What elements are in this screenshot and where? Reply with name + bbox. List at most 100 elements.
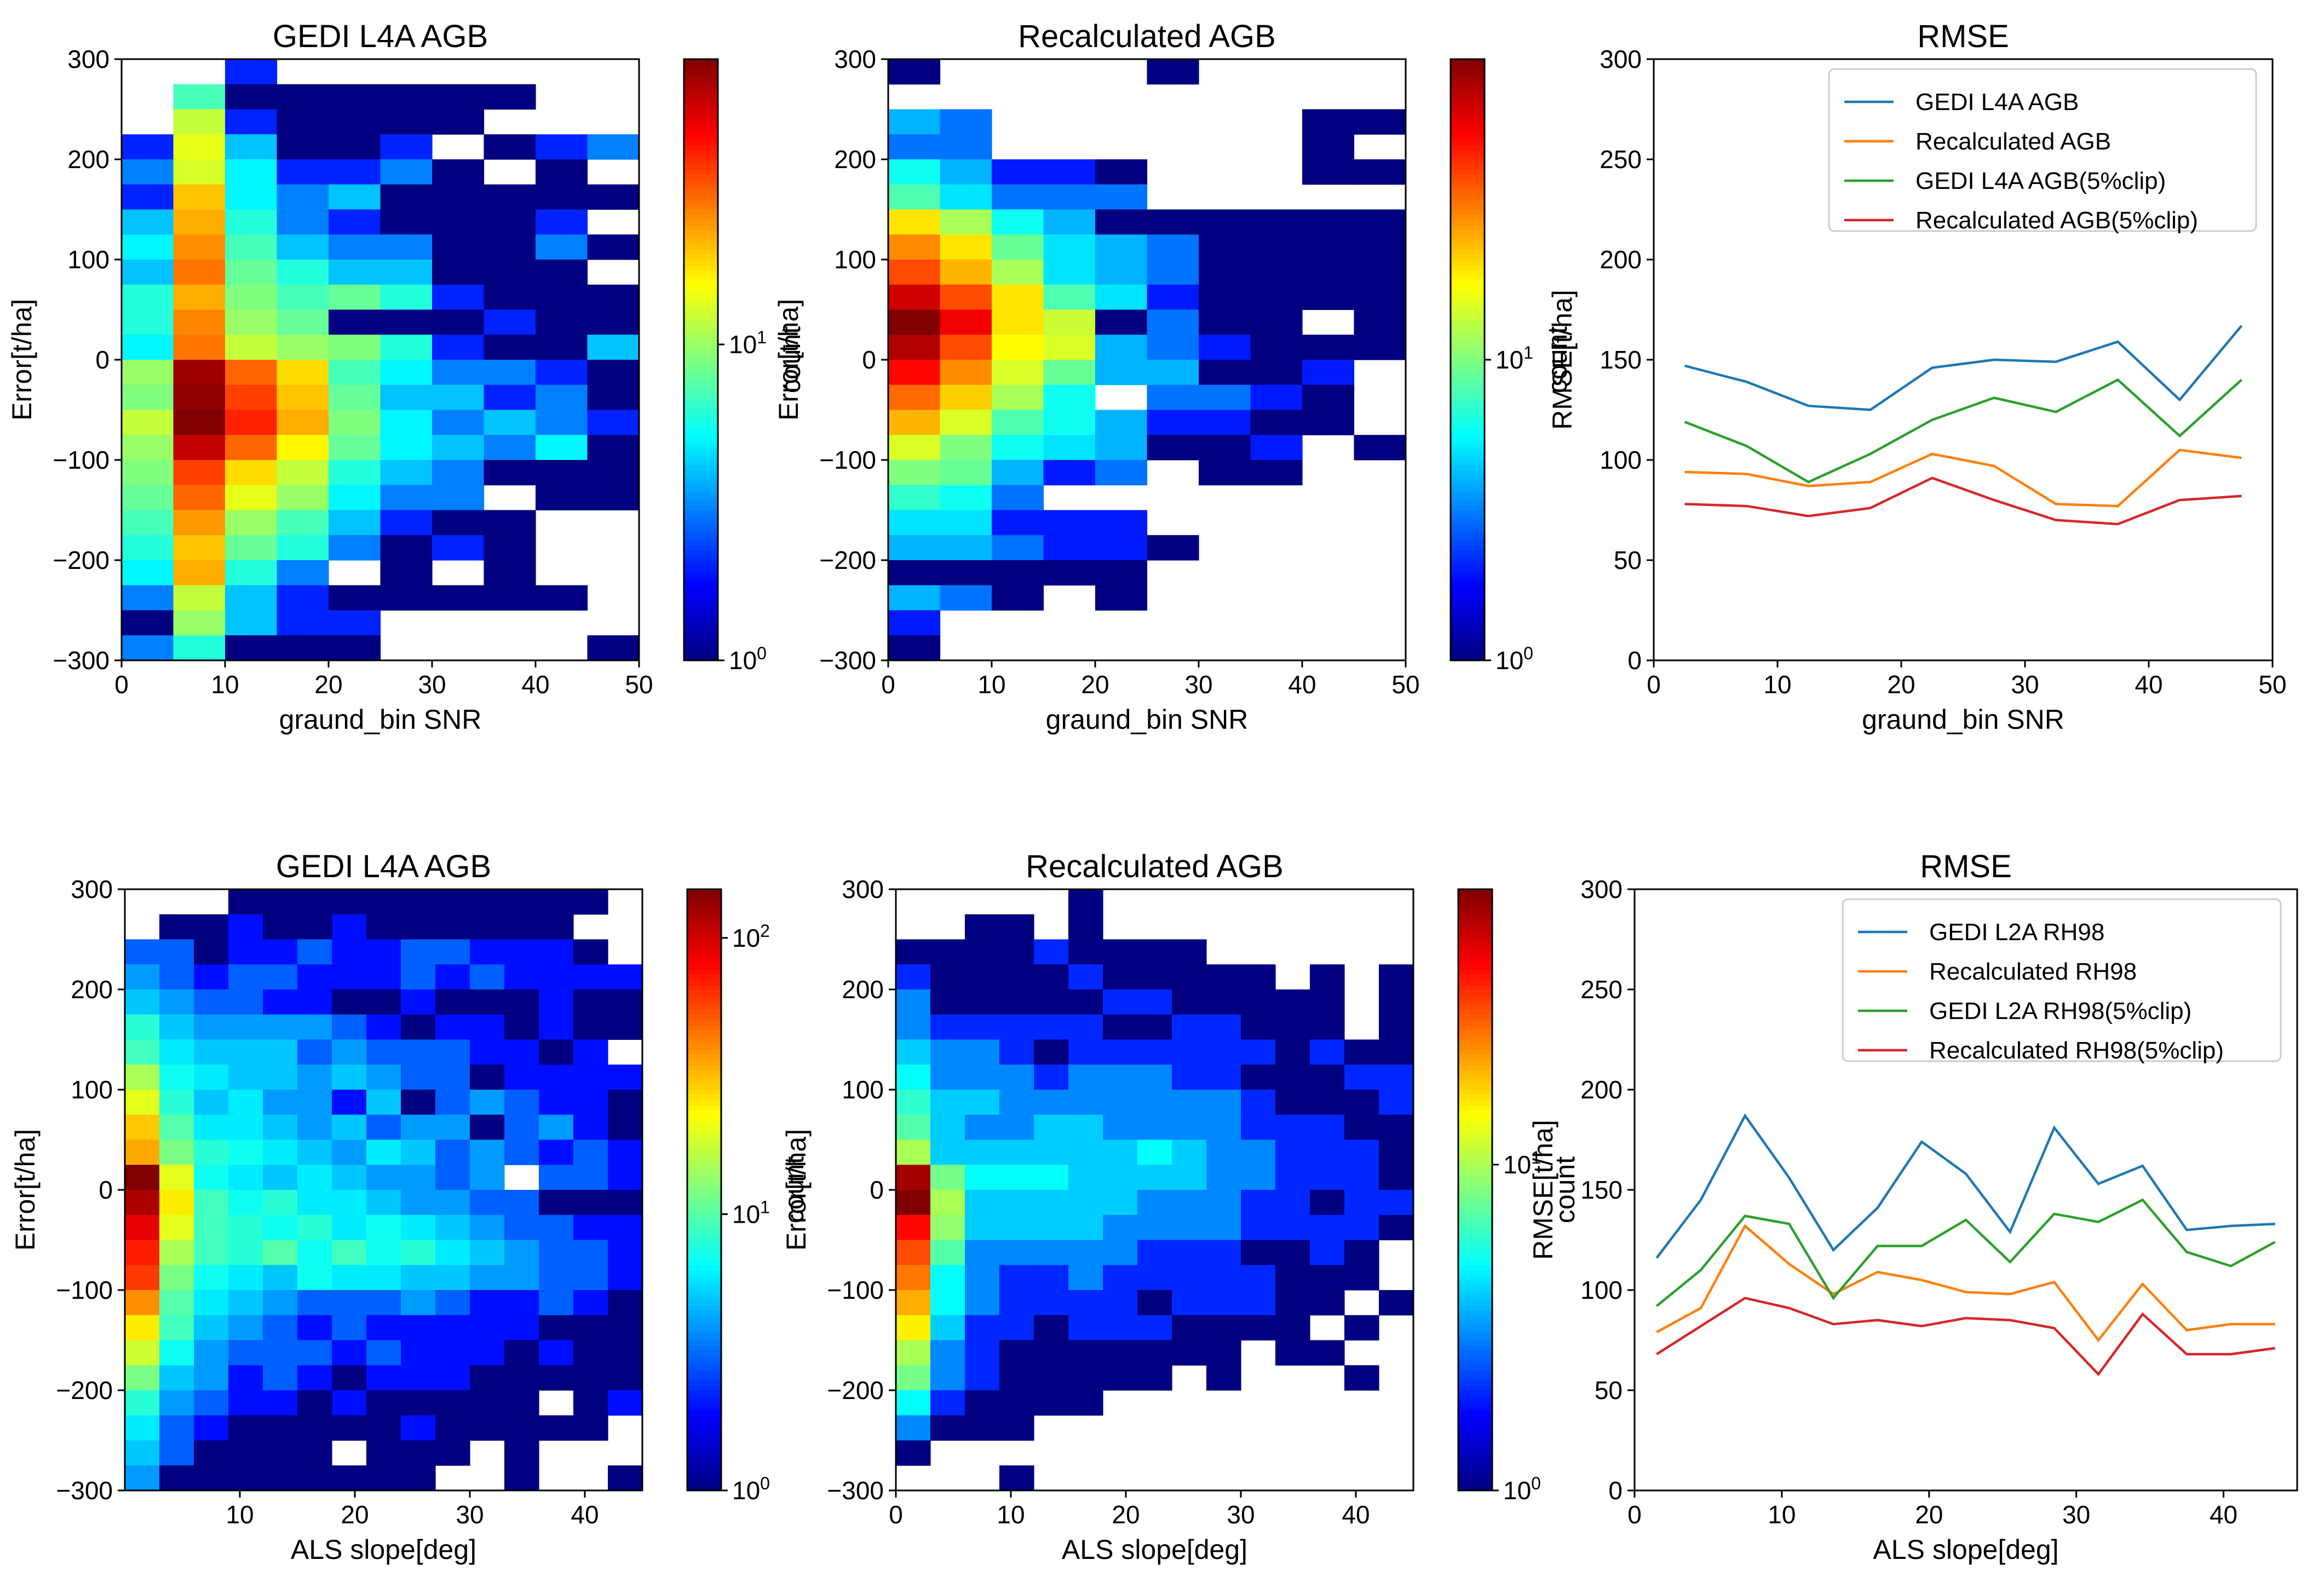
colorbar-segment — [687, 1049, 721, 1055]
heatmap-cell — [225, 309, 278, 335]
tick-label-exponent: 0 — [1523, 643, 1533, 663]
heatmap-cell — [1199, 234, 1251, 260]
heatmap-cell — [173, 134, 226, 160]
heatmap-cell — [225, 510, 278, 536]
series-line-4 — [1656, 1297, 2276, 1377]
colorbar-segment — [684, 610, 718, 616]
heatmap-cell — [1137, 1290, 1172, 1316]
heatmap-cell — [999, 914, 1034, 940]
heatmap-cell — [277, 510, 329, 536]
heatmap-cell — [888, 410, 941, 435]
heatmap-cell — [125, 1315, 160, 1341]
heatmap-cell — [608, 1114, 643, 1141]
colorbar-frame — [686, 888, 722, 1492]
heatmap-cell — [194, 989, 229, 1015]
heatmap-cell — [225, 435, 278, 460]
heatmap-cell — [401, 1064, 436, 1090]
heatmap-cell — [1199, 460, 1251, 486]
heatmap-cell — [930, 1290, 965, 1316]
colorbar-segment — [1451, 590, 1485, 596]
colorbar-segment — [1451, 475, 1485, 481]
heatmap-cell — [888, 134, 941, 160]
heatmap-cell — [297, 1064, 332, 1090]
colorbar-segment — [687, 1214, 721, 1221]
colorbar-segment — [687, 1024, 721, 1030]
heatmap-cell — [573, 1064, 608, 1090]
heatmap-cell — [999, 1240, 1034, 1265]
colorbar-segment — [684, 354, 718, 360]
heatmap-cell — [332, 1039, 367, 1065]
colorbar-segment — [687, 1360, 721, 1366]
colorbar-segment — [687, 1425, 721, 1431]
heatmap-cell — [432, 510, 485, 536]
heatmap-cell — [366, 1090, 401, 1115]
legend-label: Recalculated RH98 — [1929, 958, 2137, 985]
heatmap-cell — [504, 1365, 539, 1391]
heatmap-cell — [125, 1090, 160, 1115]
colorbar-segment — [1458, 1079, 1492, 1085]
y-tick-label: −200 — [827, 1376, 884, 1404]
colorbar-segment — [687, 994, 721, 1000]
heatmap-cell — [1034, 1114, 1069, 1141]
heatmap-cell — [930, 1190, 965, 1216]
heatmap-cell — [1250, 360, 1303, 385]
colorbar-segment — [1451, 550, 1485, 556]
heatmap-cell — [1034, 1139, 1069, 1165]
heatmap-cell — [940, 234, 992, 260]
colorbar-segment — [687, 1165, 721, 1171]
colorbar-label: count — [1542, 326, 1573, 393]
heatmap-cell — [1034, 1365, 1069, 1391]
colorbar-segment — [1451, 370, 1485, 376]
heatmap-cell — [277, 635, 329, 661]
heatmap-cell — [380, 384, 433, 411]
heatmap-cell — [1068, 1114, 1103, 1141]
heatmap-cell — [332, 889, 367, 915]
heatmap-cell — [1206, 1064, 1241, 1090]
colorbar-segment — [687, 1029, 721, 1035]
heatmap-cell — [484, 560, 536, 586]
colorbar-segment — [1458, 1315, 1492, 1321]
colorbar-segment — [684, 450, 718, 456]
colorbar-segment — [684, 630, 718, 636]
colorbar-segment — [1451, 480, 1485, 486]
heatmap-cell — [1379, 1190, 1414, 1216]
heatmap-cell — [1302, 335, 1355, 360]
heatmap-cell — [999, 1290, 1034, 1316]
heatmap-cell — [194, 1214, 229, 1241]
heatmap-cell — [999, 1265, 1034, 1291]
colorbar-segment — [1458, 1450, 1492, 1456]
heatmap-cell — [587, 435, 640, 460]
heatmap-cell — [263, 1290, 298, 1316]
heatmap-cell — [1199, 384, 1251, 411]
heatmap-cell — [122, 485, 174, 511]
heatmap-cell — [1172, 1214, 1207, 1241]
heatmap-cell — [401, 939, 436, 965]
heatmap-cell — [1310, 1190, 1345, 1216]
heatmap-cell — [329, 360, 381, 385]
colorbar-segment — [1458, 1465, 1492, 1471]
heatmap-cell — [608, 1240, 643, 1265]
heatmap-cell — [1034, 1090, 1069, 1115]
heatmap-cell — [1379, 1090, 1414, 1115]
colorbar-segment — [687, 1135, 721, 1141]
heatmap-cell — [573, 1139, 608, 1165]
heatmap-cell — [1137, 1039, 1172, 1065]
colorbar-segment — [684, 219, 718, 225]
heatmap-cell — [173, 184, 226, 210]
heatmap-cell — [401, 1190, 436, 1216]
heatmap-cell — [896, 1265, 931, 1291]
heatmap-cell — [536, 435, 588, 460]
heatmap-cell — [470, 1390, 505, 1416]
heatmap-cell — [225, 134, 278, 160]
colorbar-segment — [687, 1315, 721, 1321]
colorbar-label: count — [1550, 1156, 1580, 1223]
tick-label-exponent: 0 — [757, 643, 767, 663]
heatmap-cell — [263, 1090, 298, 1115]
tick-label-exponent: 1 — [1523, 343, 1533, 362]
heatmap-cell — [329, 635, 381, 661]
heatmap-cell — [888, 335, 941, 360]
colorbar-segment — [1451, 570, 1485, 576]
heatmap-cell — [896, 1064, 931, 1090]
heatmap-cell — [194, 1014, 229, 1040]
colorbar-segment — [687, 1175, 721, 1181]
